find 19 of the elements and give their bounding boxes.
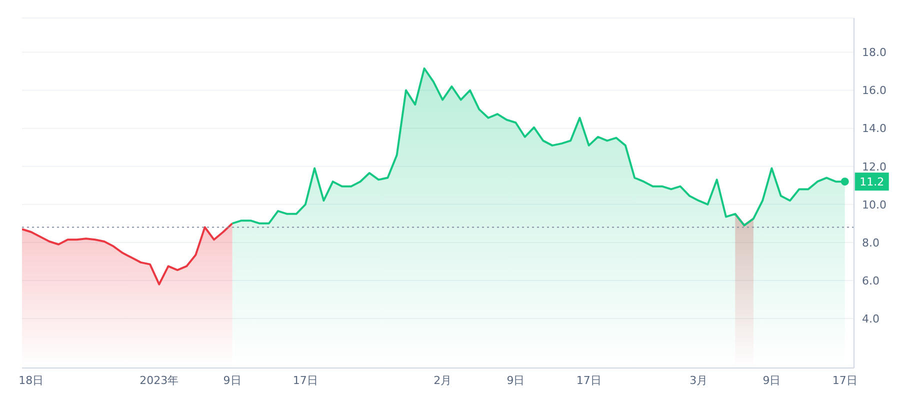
x-tick-label: 17日 bbox=[576, 374, 602, 387]
y-tick-label: 8.0 bbox=[862, 236, 880, 250]
y-tick-label: 10.0 bbox=[862, 198, 886, 212]
y-tick-label: 16.0 bbox=[862, 84, 886, 98]
x-tick-label: 17日 bbox=[292, 374, 318, 387]
y-tick-label: 18.0 bbox=[862, 46, 886, 60]
x-tick-label: 18日 bbox=[18, 374, 44, 387]
x-tick-label: 9日 bbox=[506, 374, 525, 387]
y-tick-label: 6.0 bbox=[862, 274, 880, 288]
y-tick-label: 4.0 bbox=[862, 312, 880, 326]
x-tick-label: 2023年 bbox=[140, 374, 179, 387]
x-tick-label: 17日 bbox=[832, 374, 858, 387]
x-tick-label: 9日 bbox=[762, 374, 781, 387]
y-tick-label: 12.0 bbox=[862, 160, 886, 174]
x-tick-label: 2月 bbox=[434, 374, 452, 387]
y-tick-label: 14.0 bbox=[862, 122, 886, 136]
annotation: 11.2 bbox=[860, 176, 884, 189]
x-tick-label: 3月 bbox=[690, 374, 708, 387]
x-tick-label: 9日 bbox=[223, 374, 242, 387]
